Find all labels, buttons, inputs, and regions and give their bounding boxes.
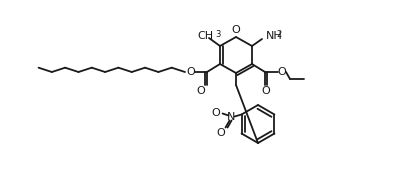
Text: N: N — [227, 112, 236, 122]
Text: O: O — [232, 25, 240, 35]
Text: O: O — [278, 67, 287, 77]
Text: O: O — [187, 67, 195, 77]
Text: O: O — [211, 108, 220, 117]
Text: O: O — [197, 86, 206, 96]
Text: CH: CH — [197, 31, 213, 41]
Text: 3: 3 — [215, 30, 220, 38]
Text: NH: NH — [266, 31, 283, 41]
Text: O: O — [262, 86, 270, 96]
Text: 2: 2 — [276, 30, 281, 38]
Text: O: O — [216, 127, 225, 137]
